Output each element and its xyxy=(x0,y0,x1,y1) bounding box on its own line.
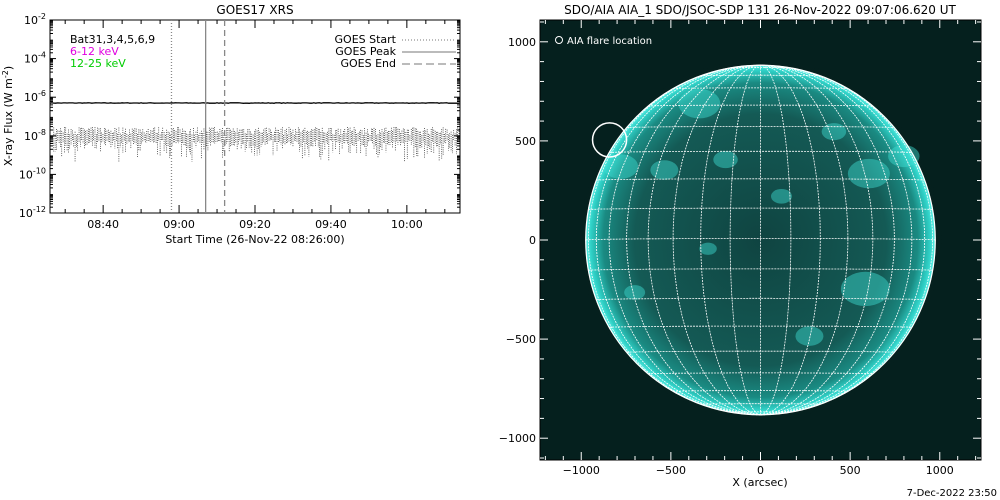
goes-y-tick-label: 10-8 xyxy=(24,128,46,143)
longitude-line xyxy=(760,64,913,416)
aia-legend: AIA flare location xyxy=(555,36,652,47)
active-region xyxy=(770,188,792,204)
legend-goes-end: GOES End xyxy=(340,57,396,70)
aia-y-ticks: 1000 500 0 −500 −1000 xyxy=(499,21,981,459)
active-region xyxy=(713,151,738,169)
aia-x-tick-label: 1000 xyxy=(926,464,954,477)
active-region xyxy=(699,242,717,255)
goes-y-tick-exponent: -2 xyxy=(38,12,46,21)
goes-y-tick-base: 10 xyxy=(24,130,38,143)
aia-x-tick-label: −1000 xyxy=(563,464,600,477)
latitude-line xyxy=(585,238,936,241)
aia-y-tick-label: 500 xyxy=(515,135,536,148)
aia-panel: SDO/AIA AIA_1 SDO/JSOC-SDP 131 26-Nov-20… xyxy=(499,3,982,489)
goes-y-tick-label: 10-4 xyxy=(24,51,46,66)
goes-y-tick-exponent: -10 xyxy=(33,166,46,175)
goes-series-6-12-kev-line xyxy=(50,102,460,104)
longitude-line xyxy=(760,64,792,416)
goes-x-tick-label: 09:20 xyxy=(239,218,271,231)
goes-y-tick-label: 10-12 xyxy=(19,205,46,220)
active-region xyxy=(847,158,890,189)
goes-y-tick-label: 10-10 xyxy=(19,166,46,181)
goes-y-tick-exponent: -6 xyxy=(38,89,46,98)
latitude-line xyxy=(596,178,925,181)
goes-y-tick-base: 10 xyxy=(24,14,38,27)
goes-annotation: Bat31,3,4,5,6,9 xyxy=(70,33,155,46)
aia-x-tick-label: 0 xyxy=(757,464,764,477)
goes-y-tick-base: 10 xyxy=(24,53,38,66)
goes-y-tick-exponent: -12 xyxy=(33,205,46,214)
goes-y-tick-base: 10 xyxy=(19,207,33,220)
active-region xyxy=(840,271,890,307)
legend-goes-start: GOES Start xyxy=(335,33,397,46)
active-region xyxy=(795,326,824,346)
longitude-line xyxy=(760,64,821,416)
goes-title: GOES17 XRS xyxy=(216,3,293,17)
aia-x-tick-label: 500 xyxy=(840,464,861,477)
latitude-line xyxy=(700,403,821,405)
longitude-line xyxy=(760,64,895,416)
longitude-line xyxy=(760,64,874,416)
flare-location-legend-icon xyxy=(555,36,563,44)
goes-panel: GOES17 XRS X-ray Flux (W m-2) Start Time… xyxy=(1,3,461,246)
active-region xyxy=(821,123,847,141)
footer-timestamp: 7-Dec-2022 23:50 xyxy=(907,488,997,499)
active-region xyxy=(624,285,646,300)
flare-location-marker xyxy=(591,122,628,158)
aia-y-tick-label: −1000 xyxy=(499,432,536,445)
aia-legend-label: AIA flare location xyxy=(567,36,652,47)
longitude-line xyxy=(647,64,761,416)
goes-x-tick-label: 08:40 xyxy=(87,218,119,231)
active-region xyxy=(888,145,920,168)
goes-x-ticks: 08:40 09:00 09:20 09:40 10:00 xyxy=(64,20,446,231)
goes-y-tick-exponent: -4 xyxy=(38,51,46,60)
goes-y-axis-label: X-ray Flux (W m-2) xyxy=(1,66,15,166)
goes-y-tick-exponent: -8 xyxy=(38,128,46,137)
goes-event-legend: GOES Start GOES Peak GOES End xyxy=(335,33,456,70)
aia-x-ticks: −1000 −500 0 500 1000 xyxy=(544,20,977,477)
solar-limb xyxy=(585,64,936,416)
goes-y-tick-base: 10 xyxy=(24,91,38,104)
active-region xyxy=(650,160,679,180)
goes-y-tick-label: 10-2 xyxy=(24,12,46,27)
aia-y-tick-label: 0 xyxy=(529,234,536,247)
goes-legend-series-2: 12-25 keV xyxy=(70,57,126,70)
longitude-line xyxy=(760,64,849,416)
aia-y-tick-label: −500 xyxy=(506,333,536,346)
latitude-line xyxy=(608,150,913,153)
longitude-line xyxy=(672,64,761,416)
latitude-line xyxy=(588,207,933,210)
goes-event-lines xyxy=(170,20,226,213)
heliographic-grid xyxy=(585,64,936,416)
longitude-line xyxy=(626,64,761,416)
longitude-line xyxy=(700,64,761,416)
goes-x-tick-label: 09:40 xyxy=(315,218,347,231)
goes-series xyxy=(50,102,460,162)
active-region xyxy=(603,154,639,179)
aia-x-axis-label: X (arcsec) xyxy=(732,476,787,489)
goes-legend-series-1: 6-12 keV xyxy=(70,45,119,58)
goes-y-tick-base: 10 xyxy=(19,168,33,181)
legend-goes-peak: GOES Peak xyxy=(335,45,396,58)
flare-location-circle xyxy=(591,122,628,158)
goes-x-tick-label: 09:00 xyxy=(163,218,195,231)
aia-title: SDO/AIA AIA_1 SDO/JSOC-SDP 131 26-Nov-20… xyxy=(564,3,956,17)
goes-x-axis-label: Start Time (26-Nov-22 08:26:00) xyxy=(165,233,344,246)
aia-x-tick-label: −500 xyxy=(656,464,686,477)
longitude-line xyxy=(729,64,761,416)
goes-series-12-25-kev-line xyxy=(53,127,460,162)
active-region xyxy=(678,88,721,119)
goes-x-tick-label: 10:00 xyxy=(391,218,423,231)
goes-y-tick-label: 10-6 xyxy=(24,89,46,104)
longitude-line xyxy=(608,64,761,416)
aia-y-tick-label: 1000 xyxy=(508,36,536,49)
